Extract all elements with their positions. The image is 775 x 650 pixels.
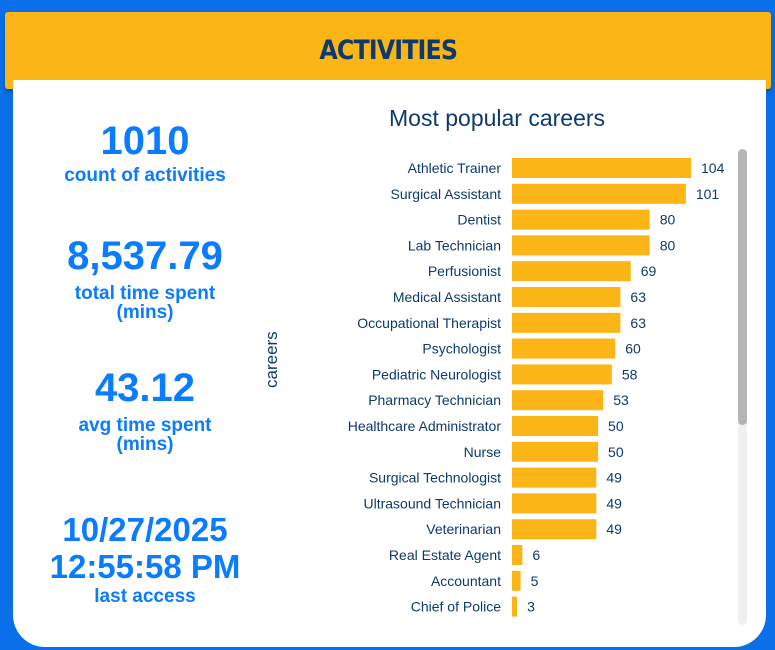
data-label: 60 (625, 341, 641, 357)
bar[interactable] (512, 364, 612, 385)
data-label: 53 (613, 392, 629, 408)
category-label: Veterinarian (426, 521, 501, 537)
category-label: Dentist (457, 212, 501, 228)
bar[interactable] (512, 467, 597, 488)
bar[interactable] (512, 493, 597, 514)
data-label: 101 (696, 186, 720, 202)
page-header: ACTIVITIES (5, 12, 771, 89)
category-label: Real Estate Agent (389, 547, 501, 563)
bar-chart: Athletic Trainer 104 Surgical Assistant 101… (348, 158, 725, 617)
kpi-value-time: 12:55:58 PM (49, 548, 241, 585)
category-label: Pharmacy Technician (368, 392, 501, 408)
bar[interactable] (512, 235, 650, 256)
data-label: 104 (701, 160, 725, 176)
bar[interactable] (512, 545, 523, 565)
data-label: 49 (606, 470, 622, 486)
kpi-label: avg time spent (78, 415, 212, 436)
bar[interactable] (512, 338, 616, 359)
kpi-label-unit: (mins) (116, 302, 174, 323)
bar[interactable] (512, 596, 518, 617)
category-label: Surgical Assistant (391, 186, 502, 202)
data-label: 49 (606, 495, 622, 511)
category-label: Surgical Technologist (369, 470, 501, 486)
kpi-label: last access (94, 586, 196, 607)
chart-title: Most popular careers (389, 105, 606, 131)
kpi-total-time: 8,537.79 total time spent (mins) (20, 234, 270, 322)
data-label: 63 (630, 289, 646, 305)
data-label: 49 (606, 521, 622, 537)
bar[interactable] (512, 390, 604, 411)
scrollbar-thumb[interactable] (738, 149, 747, 425)
category-label: Psychologist (422, 341, 501, 357)
kpi-label: total time spent (74, 283, 216, 304)
bar[interactable] (512, 519, 597, 540)
bar[interactable] (512, 158, 691, 178)
kpi-avg-time: 43.12 avg time spent (mins) (20, 366, 270, 454)
category-label: Perfusionist (428, 263, 501, 279)
kpi-label-unit: (mins) (116, 434, 174, 455)
kpi-count-activities: 1010 count of activities (20, 119, 270, 185)
data-label: 58 (622, 366, 638, 382)
category-label: Medical Assistant (393, 289, 501, 305)
kpi-value-date: 10/27/2025 (62, 511, 228, 548)
category-label: Chief of Police (411, 599, 501, 615)
bar[interactable] (512, 183, 686, 204)
data-label: 50 (608, 444, 624, 460)
category-label: Pediatric Neurologist (372, 366, 501, 382)
bar[interactable] (512, 416, 599, 436)
page-title: ACTIVITIES (319, 35, 458, 66)
bar[interactable] (512, 287, 621, 307)
data-label: 69 (641, 263, 657, 279)
kpi-label: count of activities (64, 165, 226, 186)
y-axis-title: careers (262, 331, 281, 388)
kpi-last-access: 10/27/2025 12:55:58 PM last access (20, 511, 270, 606)
data-label: 50 (608, 418, 624, 434)
bar[interactable] (512, 441, 599, 462)
category-label: Ultrasound Technician (364, 495, 502, 511)
data-label: 3 (527, 599, 535, 615)
bar[interactable] (512, 312, 621, 333)
category-label: Athletic Trainer (408, 160, 502, 176)
data-label: 80 (660, 212, 676, 228)
data-label: 5 (531, 573, 539, 589)
bar[interactable] (512, 261, 631, 282)
category-label: Nurse (464, 444, 502, 460)
kpi-value: 1010 (100, 119, 190, 163)
kpi-value: 43.12 (94, 366, 196, 410)
bar[interactable] (512, 209, 650, 230)
kpi-value: 8,537.79 (67, 234, 223, 278)
category-label: Healthcare Administrator (348, 418, 502, 434)
category-label: Lab Technician (408, 237, 501, 253)
data-label: 80 (660, 237, 676, 253)
data-label: 6 (532, 547, 540, 563)
category-label: Occupational Therapist (357, 315, 501, 331)
chart-scrollbar[interactable] (738, 149, 747, 625)
data-label: 63 (630, 315, 646, 331)
category-label: Accountant (431, 573, 501, 589)
bar[interactable] (512, 570, 521, 591)
